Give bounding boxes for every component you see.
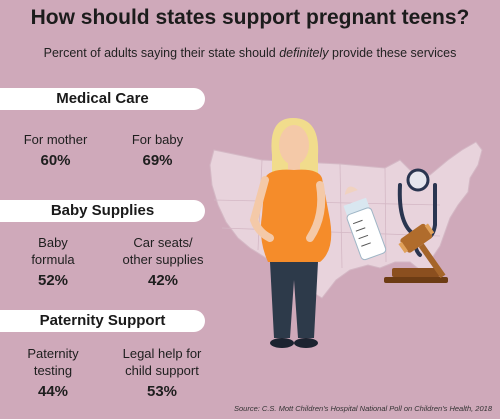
section-banner-medical-care: Medical Care (0, 88, 205, 110)
stat-value: 60% (40, 152, 71, 169)
stat-paternity-testing: Paternity testing 44% (18, 345, 88, 400)
stat-label: For baby (131, 132, 184, 147)
baby-bottle-icon (343, 186, 387, 261)
section-banner-baby-supplies: Baby Supplies (0, 200, 205, 222)
stat-baby-formula: Baby formula 52% (18, 234, 88, 289)
chart-title: How should states support pregnant teens… (30, 6, 470, 29)
stat-value: 44% (37, 383, 69, 400)
gavel-icon (384, 223, 448, 283)
stat-medical-care-baby: For baby 69% (110, 131, 205, 169)
stat-medical-care-mother: For mother 60% (8, 131, 103, 169)
pregnant-woman-icon (249, 118, 332, 348)
stat-value: 69% (142, 152, 173, 169)
source-note: Source: C.S. Mott Children's Hospital Na… (234, 404, 492, 413)
stat-car-seats: Car seats/ other supplies 42% (118, 234, 208, 289)
stat-label: Paternity testing (27, 346, 79, 378)
stat-legal-help: Legal help for child support 53% (112, 345, 212, 400)
chart-subtitle: Percent of adults saying their state sho… (43, 46, 457, 60)
stat-label: Baby formula (31, 235, 75, 267)
stat-value: 52% (37, 272, 69, 289)
stat-value: 53% (146, 383, 178, 400)
stat-label: Legal help for child support (122, 346, 202, 378)
stat-value: 42% (147, 272, 179, 289)
stat-label: For mother (23, 132, 88, 147)
stat-label: Car seats/ other supplies (122, 235, 204, 267)
section-banner-paternity-support: Paternity Support (0, 310, 205, 332)
